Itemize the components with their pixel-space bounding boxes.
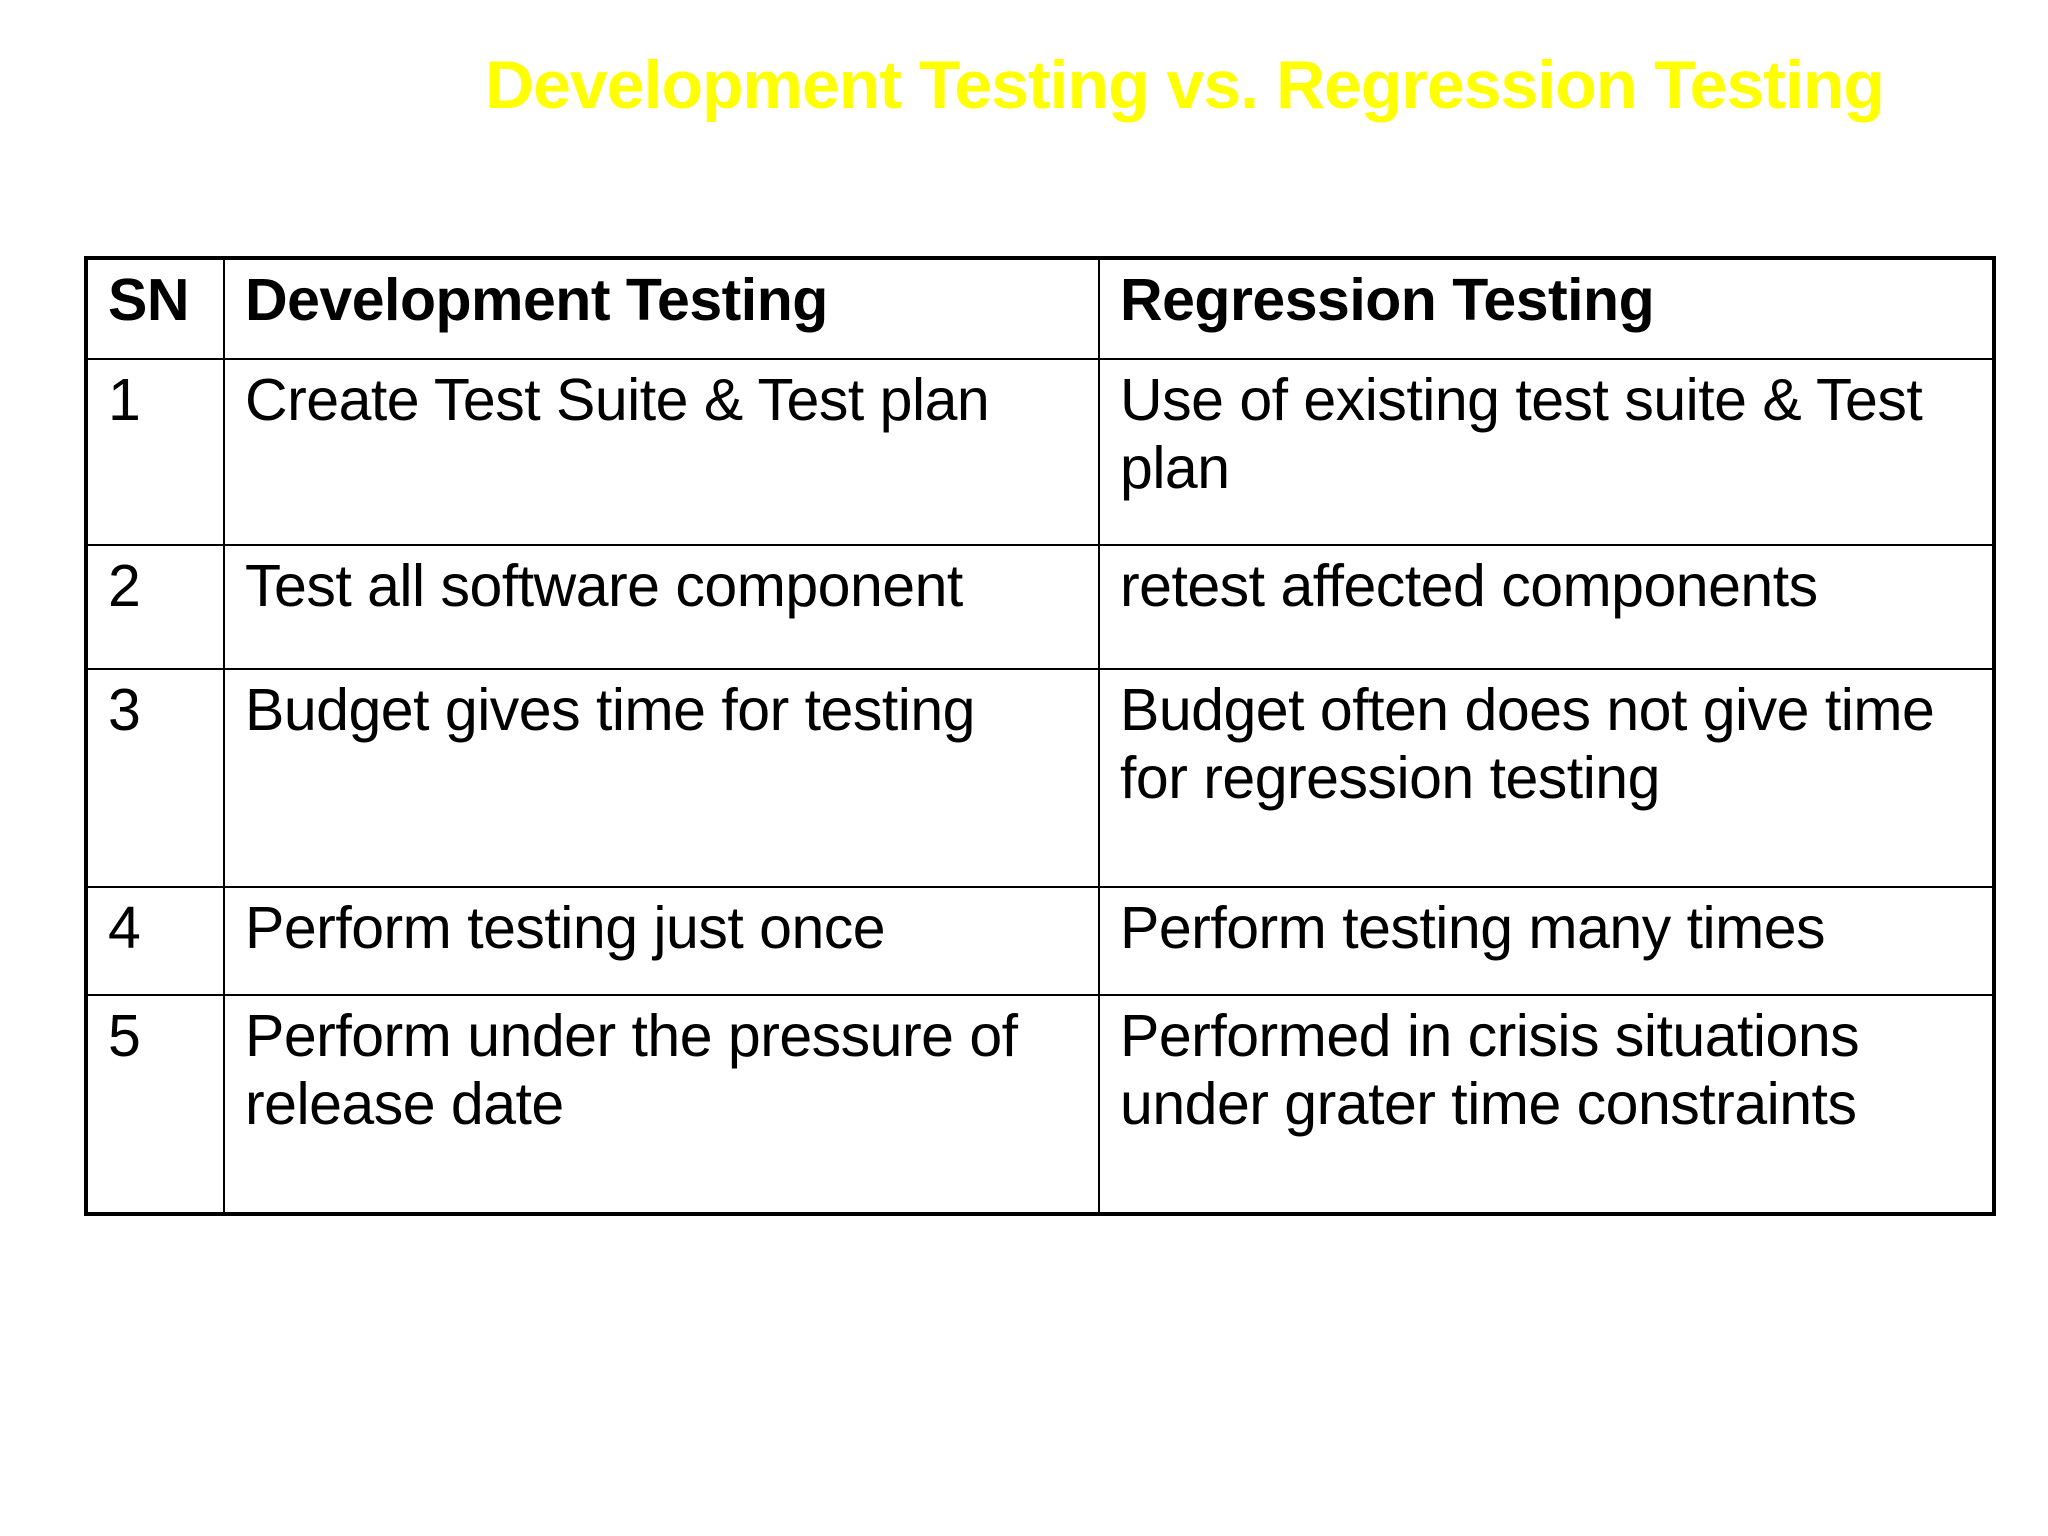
- header-sn: SN: [85, 257, 225, 360]
- cell-development: Test all software component: [223, 544, 1100, 670]
- cell-sn: 4: [85, 886, 225, 996]
- comparison-table: SN Development Testing Regression Testin…: [84, 256, 1996, 1216]
- cell-regression: Performed in crisis situations under gra…: [1098, 994, 1995, 1215]
- table-row: 2 Test all software component retest aff…: [85, 544, 1995, 670]
- cell-sn: 1: [85, 358, 225, 546]
- table-row: 1 Create Test Suite & Test plan Use of e…: [85, 358, 1995, 546]
- cell-regression: Use of existing test suite & Test plan: [1098, 358, 1995, 546]
- cell-development: Create Test Suite & Test plan: [223, 358, 1100, 546]
- cell-regression: Perform testing many times: [1098, 886, 1995, 996]
- cell-sn: 2: [85, 544, 225, 670]
- slide-title: Development Testing vs. Regression Testi…: [485, 47, 1885, 123]
- header-development-testing: Development Testing: [223, 257, 1100, 360]
- header-regression-testing: Regression Testing: [1098, 257, 1995, 360]
- cell-regression: Budget often does not give time for regr…: [1098, 668, 1995, 888]
- table-row: 3 Budget gives time for testing Budget o…: [85, 668, 1995, 888]
- cell-development: Perform testing just once: [223, 886, 1100, 996]
- table-row: 4 Perform testing just once Perform test…: [85, 886, 1995, 996]
- cell-regression: retest affected components: [1098, 544, 1995, 670]
- cell-development: Perform under the pressure of release da…: [223, 994, 1100, 1215]
- cell-sn: 3: [85, 668, 225, 888]
- cell-sn: 5: [85, 994, 225, 1215]
- cell-development: Budget gives time for testing: [223, 668, 1100, 888]
- table-row: 5 Perform under the pressure of release …: [85, 994, 1995, 1215]
- table-header-row: SN Development Testing Regression Testin…: [85, 257, 1995, 360]
